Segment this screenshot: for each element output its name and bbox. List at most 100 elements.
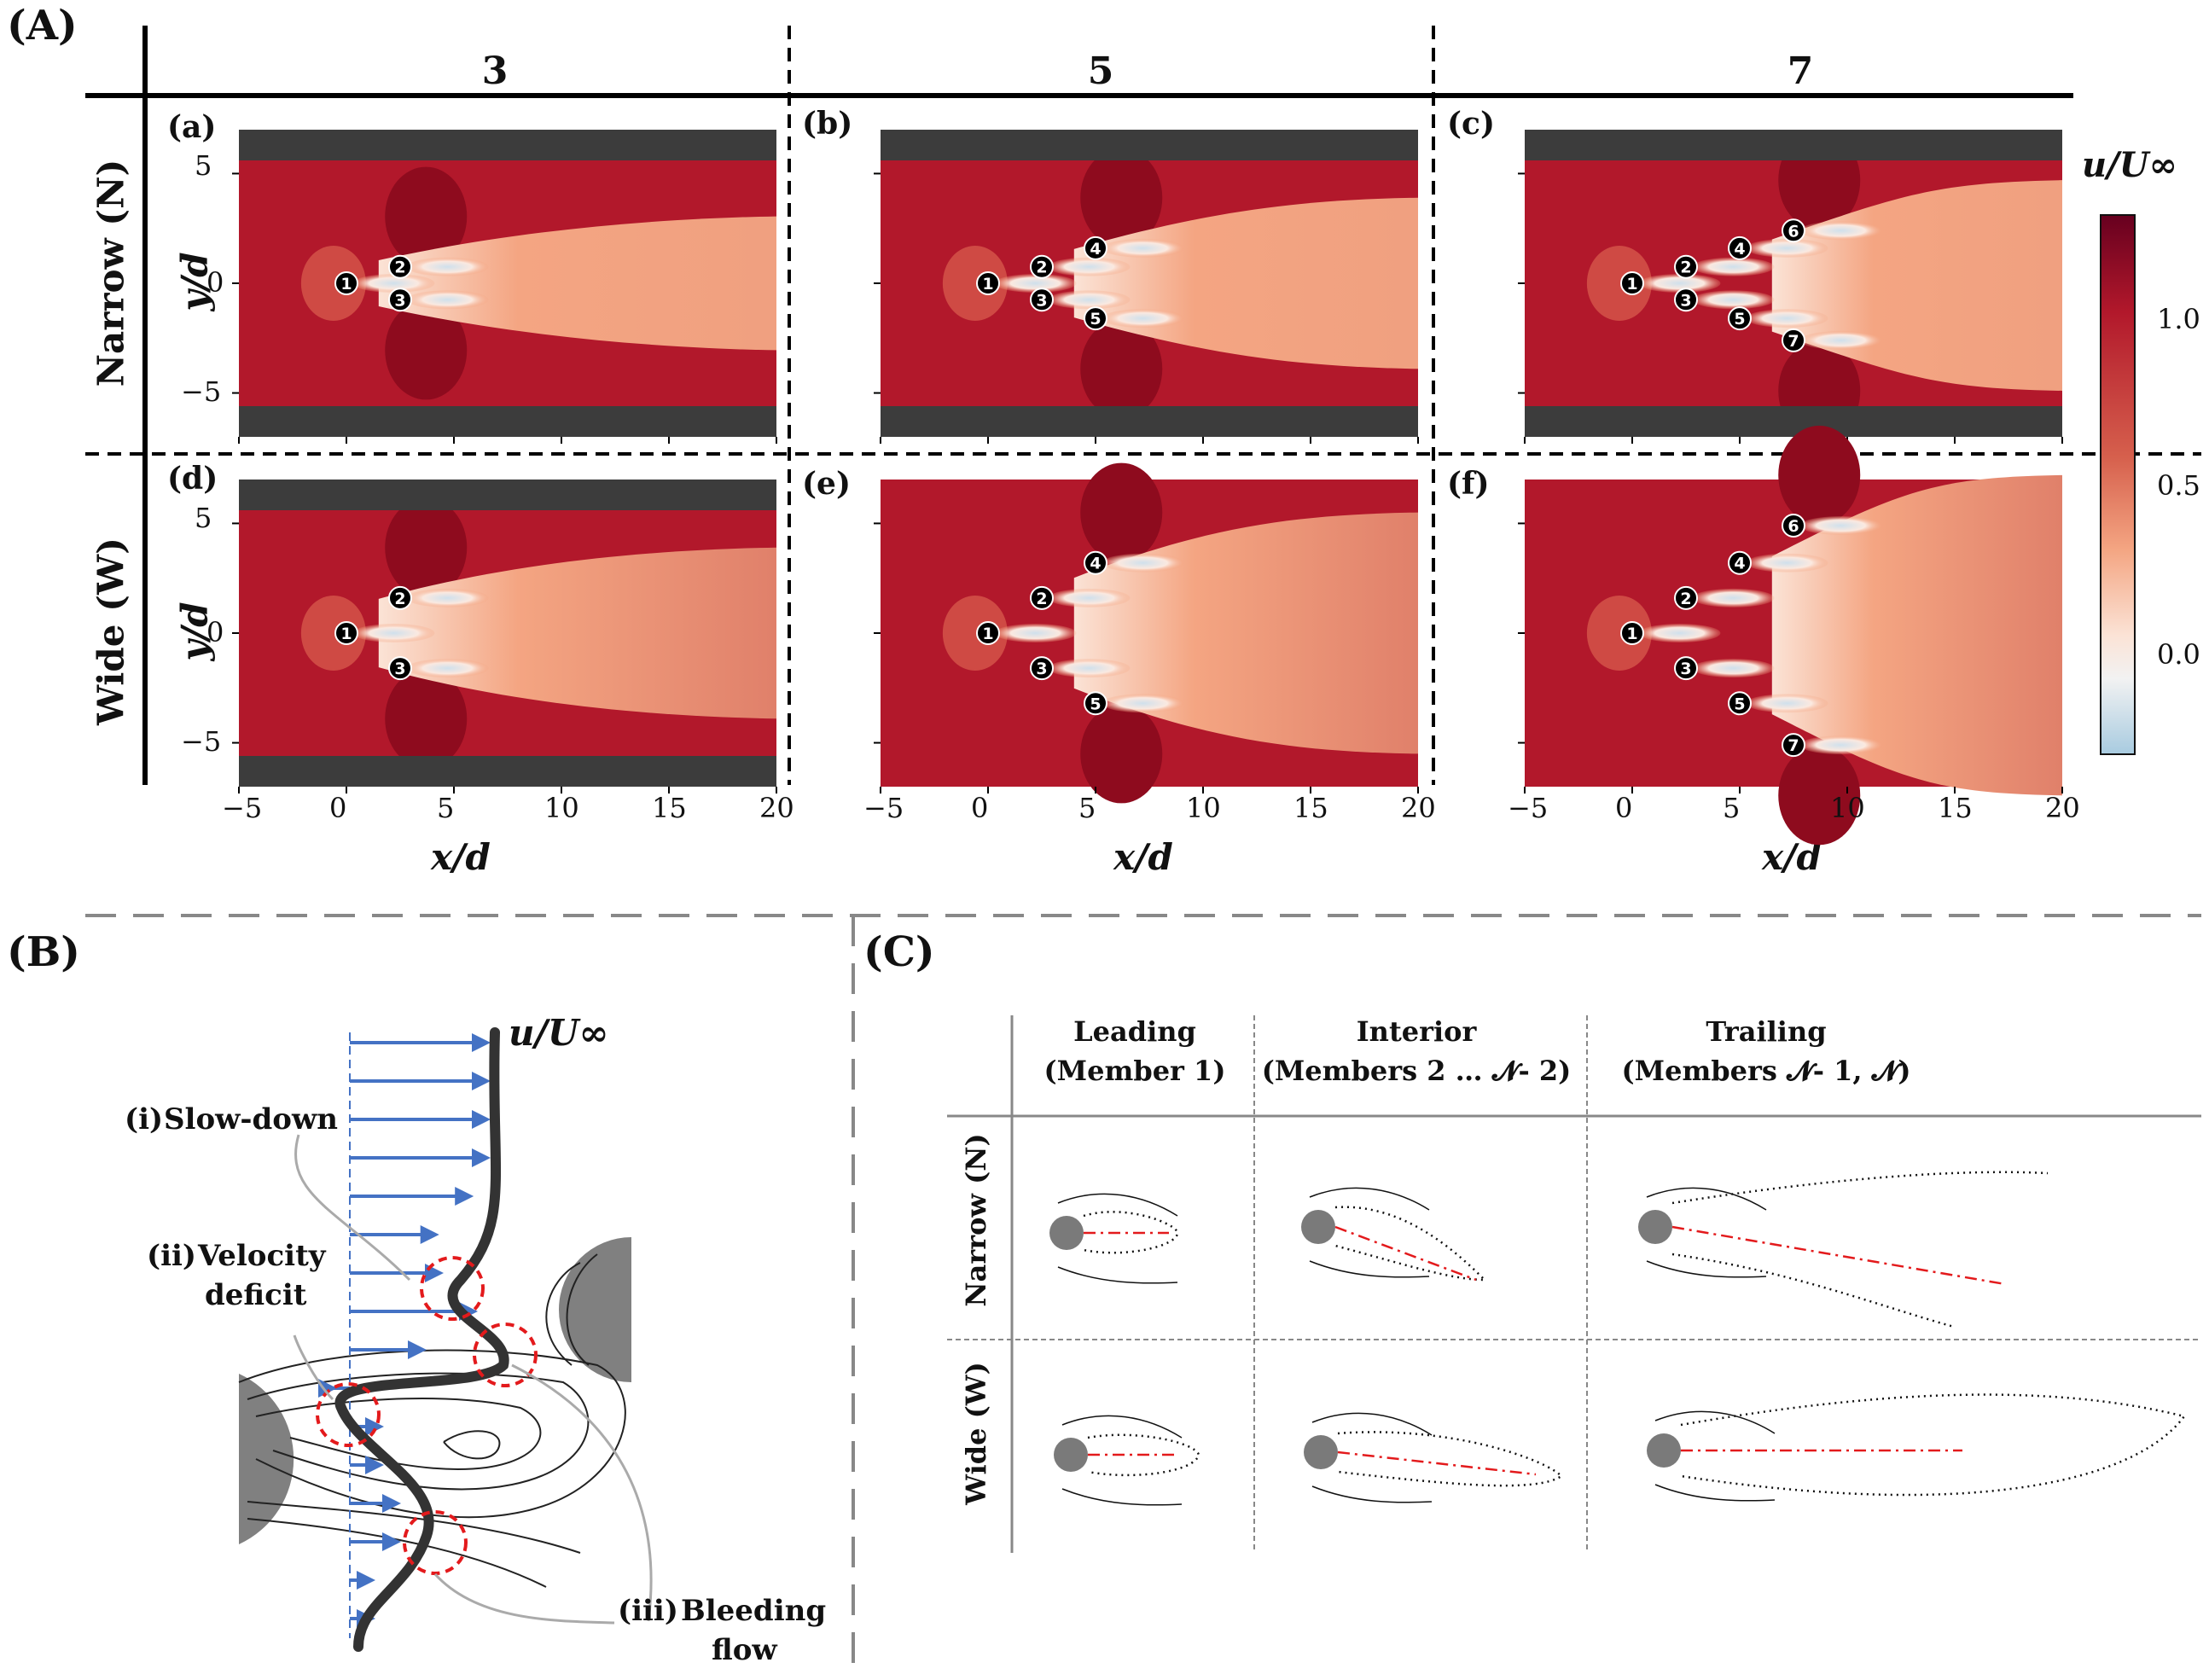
callout-arrow	[511, 1363, 653, 1622]
recirculation-bubble	[406, 290, 489, 310]
member-number: 6	[1788, 517, 1799, 536]
channel-wall-bottom	[239, 406, 776, 437]
profile-label: u/U∞	[509, 1012, 609, 1054]
array-member-3: 3	[388, 288, 412, 312]
x-tick-label: 5	[1078, 792, 1096, 824]
c-col-leading-subtitle: (Member 1)	[1043, 1055, 1226, 1087]
contour-line	[238, 1349, 626, 1519]
ytick-top-neg5: −5	[181, 375, 222, 408]
arrow-head	[425, 1264, 444, 1282]
channel-wall-top	[881, 130, 1418, 160]
streamline	[1654, 1410, 1776, 1434]
streamline	[1646, 1187, 1767, 1211]
member-number: 3	[394, 291, 405, 310]
stagnation-region	[300, 246, 366, 321]
x-tick-label: 20	[1401, 792, 1436, 824]
recirculation-bubble	[1692, 290, 1775, 310]
wake-region	[1771, 474, 2062, 796]
acceleration-region	[385, 166, 468, 266]
subplot-label-b: (b)	[802, 106, 853, 142]
array-member-1: 1	[334, 271, 358, 295]
panel-a-label: (A)	[7, 2, 78, 49]
member-number: 2	[394, 590, 405, 608]
col-header-3: 3	[481, 49, 509, 93]
highlight-circle	[316, 1382, 381, 1447]
x-tick-label: 15	[1293, 792, 1328, 824]
acceleration-region	[385, 669, 468, 769]
arrow-head	[472, 1072, 491, 1090]
array-member-1: 1	[1620, 271, 1644, 295]
streamline	[1057, 1193, 1178, 1217]
acceleration-region	[1778, 746, 1861, 846]
contour-line	[247, 1518, 547, 1588]
member-number: 5	[1090, 310, 1101, 328]
member-number: 4	[1090, 555, 1101, 573]
array-member-4: 4	[1728, 235, 1752, 260]
recirculation-bubble	[1048, 588, 1131, 607]
recirculation-bubble	[406, 588, 489, 607]
acceleration-region	[1778, 425, 1861, 525]
contour-line	[443, 1430, 501, 1460]
callout-arrow	[294, 1134, 411, 1282]
array-member-2: 2	[1030, 585, 1054, 610]
recirculation-bubble	[1746, 694, 1828, 713]
x-tick-label: −5	[863, 792, 904, 824]
annotation-iii-num: (iii)	[618, 1594, 678, 1628]
contour-line	[247, 1501, 581, 1554]
wake-centerline	[1337, 1450, 1537, 1476]
contour-plot-a: 1 2 3	[232, 130, 777, 444]
colorbar-tick-0: 0.0	[2157, 638, 2200, 671]
member-number: 6	[1788, 222, 1799, 241]
recirculation-bubble	[1692, 588, 1775, 607]
x-tick-label: 10	[1830, 792, 1865, 824]
array-member-1: 1	[976, 621, 1000, 645]
recirculation-bubble	[1102, 553, 1184, 573]
array-member-5: 5	[1084, 691, 1107, 716]
member-number: 1	[340, 275, 352, 294]
c-col-interior-subtitle: (Members 2 … 𝓝- 2)	[1261, 1055, 1572, 1087]
subplot-label-c: (c)	[1447, 106, 1495, 142]
member-number: 2	[1036, 259, 1047, 277]
recirculation-bubble	[1799, 330, 1882, 350]
streamline	[1654, 1484, 1776, 1502]
x-tick-label: 0	[1615, 792, 1633, 824]
stagnation-region	[1586, 246, 1652, 321]
contour-plot-c: 1 2 3 4 5 6 7	[1518, 130, 2063, 444]
x-tick-label: 15	[1938, 792, 1973, 824]
colorbar-label: u/U∞	[2082, 145, 2177, 185]
cylinder-member	[1049, 1216, 1084, 1250]
member-number: 1	[340, 625, 352, 643]
panel-b-label: (B)	[7, 928, 80, 976]
acceleration-region	[1080, 462, 1163, 562]
streamline	[1309, 1187, 1430, 1211]
wake-outline	[1334, 1206, 1488, 1282]
channel-wall-bottom	[239, 756, 776, 787]
contour-line	[247, 1372, 590, 1491]
streamline	[1061, 1488, 1183, 1506]
channel-wall-bottom	[1525, 406, 2062, 437]
recirculation-bubble	[1746, 553, 1828, 573]
acceleration-region	[385, 497, 468, 597]
array-member-3: 3	[1030, 656, 1054, 681]
subplot-label-d: (d)	[167, 461, 218, 497]
c-col-interior-title: Interior	[1356, 1015, 1477, 1048]
panel-b-diagram	[238, 1027, 653, 1652]
member-number: 4	[1734, 555, 1745, 573]
arrow-head	[420, 1225, 439, 1244]
channel-wall-top	[1525, 130, 2062, 160]
arrow-head	[382, 1494, 401, 1513]
ytick-bottom-5: 5	[195, 502, 212, 534]
array-member-4: 4	[1084, 235, 1107, 260]
array-member-7: 7	[1782, 328, 1805, 352]
member-number: 2	[1680, 259, 1691, 277]
array-member-7: 7	[1782, 733, 1805, 758]
colorbar-tick-05: 0.5	[2157, 469, 2200, 502]
arrow-head	[318, 1379, 337, 1398]
channel-wall-top	[239, 480, 776, 510]
callout-arrow	[293, 1334, 334, 1401]
recirculation-bubble	[994, 624, 1077, 642]
stagnation-region	[942, 246, 1008, 321]
contour-line	[545, 1262, 581, 1366]
subplot-label-f: (f)	[1447, 466, 1490, 502]
